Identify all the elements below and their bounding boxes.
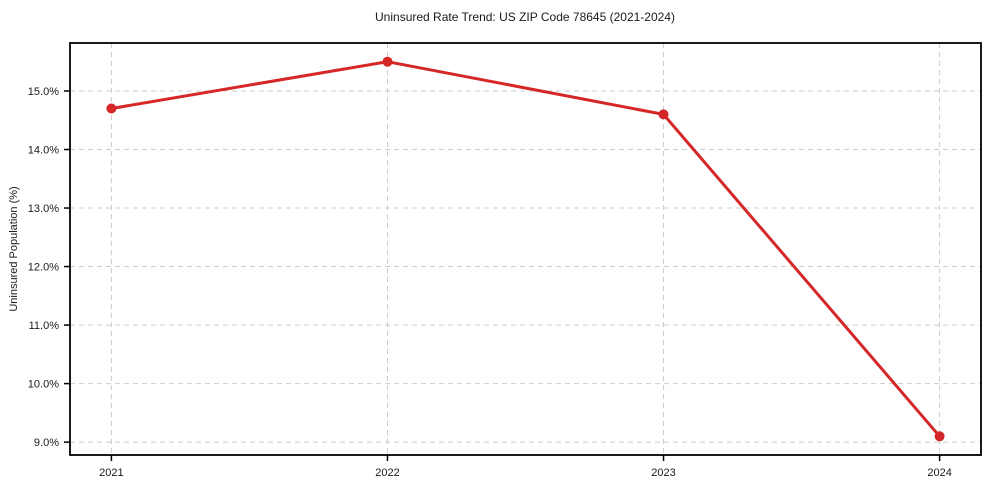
x-tick-label: 2022	[375, 467, 399, 479]
y-tick-label: 11.0%	[29, 320, 60, 332]
data-markers	[106, 56, 945, 442]
x-tick-label: 2021	[99, 467, 123, 479]
data-point-marker	[934, 431, 945, 442]
y-axis-label: Uninsured Population (%)	[8, 186, 20, 311]
x-tick-labels: 2021 2022 2023 2024	[99, 467, 952, 479]
x-tick-label: 2024	[927, 467, 951, 479]
gridlines	[70, 43, 981, 455]
data-point-marker	[106, 103, 117, 114]
chart-title: Uninsured Rate Trend: US ZIP Code 78645 …	[375, 10, 675, 24]
data-point-marker	[658, 109, 669, 120]
x-tick-label: 2023	[651, 467, 675, 479]
y-tick-label: 14.0%	[28, 145, 59, 157]
y-tick-label: 15.0%	[28, 86, 59, 98]
plot-border	[69, 42, 982, 456]
trend-line	[109, 60, 942, 438]
axis-ticks	[64, 90, 941, 461]
data-point-marker	[382, 56, 393, 67]
y-tick-label: 10.0%	[28, 379, 59, 391]
y-tick-label: 9.0%	[34, 437, 59, 449]
y-tick-label: 12.0%	[28, 262, 59, 274]
y-tick-label: 13.0%	[28, 203, 59, 215]
y-tick-labels: 9.0% 10.0% 11.0% 12.0% 13.0% 14.0% 15.0%	[28, 86, 59, 449]
